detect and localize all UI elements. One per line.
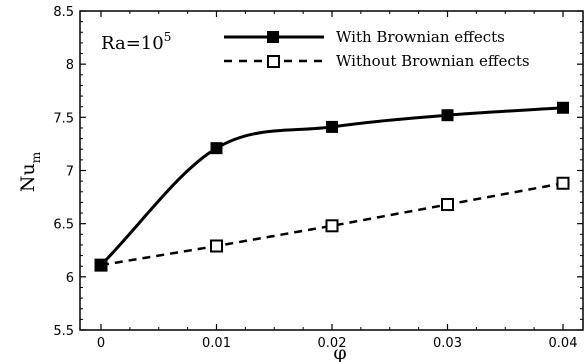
legend-marker-with-brownian xyxy=(267,31,279,43)
legend-label-with-brownian: With Brownian effects xyxy=(336,28,505,46)
x-tick-label: 0.01 xyxy=(202,336,231,351)
legend-marker-without-brownian xyxy=(267,55,280,68)
x-axis-title: φ xyxy=(333,342,346,362)
y-tick-label: 6.5 xyxy=(53,218,74,233)
x-tick-label: 0.04 xyxy=(549,336,578,351)
marker-with-brownian xyxy=(557,101,569,114)
rayleigh-annotation-exponent: 5 xyxy=(164,30,172,44)
rayleigh-annotation-base: Ra=10 xyxy=(101,33,164,54)
marker-with-brownian xyxy=(95,259,107,272)
y-tick-label: 8.5 xyxy=(53,5,74,20)
x-tick-label: 0 xyxy=(97,336,105,351)
x-tick-label: 0.03 xyxy=(433,336,462,351)
marker-with-brownian xyxy=(326,120,338,133)
y-tick-label: 8 xyxy=(66,58,74,73)
y-tick-label: 7 xyxy=(66,165,74,180)
y-tick-label: 5.5 xyxy=(53,324,74,339)
y-axis-title-base: Nu xyxy=(17,163,39,192)
marker-without-brownian xyxy=(325,219,339,233)
rayleigh-annotation: Ra=105 xyxy=(101,30,171,54)
marker-with-brownian xyxy=(441,109,454,122)
marker-without-brownian xyxy=(210,239,223,253)
y-tick-label: 6 xyxy=(66,271,74,286)
marker-without-brownian xyxy=(556,176,570,190)
y-axis-title-subscript: m xyxy=(29,151,43,163)
legend-label-without-brownian: Without Brownian effects xyxy=(336,52,530,70)
y-tick-label: 7.5 xyxy=(53,111,74,126)
series-layer xyxy=(94,101,570,272)
x-tick-label: 0.02 xyxy=(318,336,347,351)
marker-with-brownian xyxy=(210,142,223,155)
legend: With Brownian effects Without Brownian e… xyxy=(224,28,530,70)
marker-without-brownian xyxy=(441,198,454,212)
y-axis-title: Num xyxy=(17,151,43,192)
axes: 0 0.01 0.02 0.03 0.04 5.5 6 6.5 7 7.5 8 8.5 xyxy=(53,5,584,351)
